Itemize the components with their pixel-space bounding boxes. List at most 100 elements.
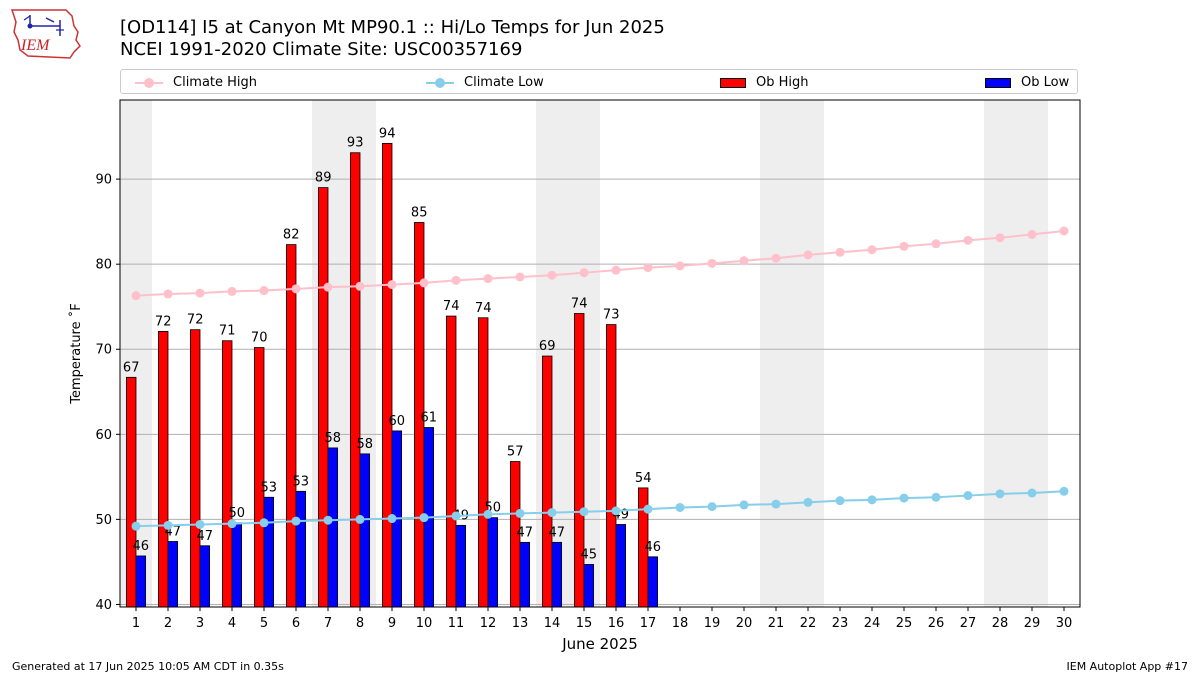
climate-high-point [515, 272, 525, 282]
ob-high-label: 54 [635, 471, 652, 486]
climate-low-point [387, 514, 397, 524]
x-tick-label: 20 [736, 616, 753, 631]
climate-high-point [995, 233, 1005, 243]
x-tick-label: 14 [544, 616, 561, 631]
climate-low-point [1059, 486, 1069, 496]
ob-low-label: 47 [197, 529, 214, 544]
ob-low-bar [359, 453, 371, 608]
ob-high-label: 85 [411, 205, 428, 220]
ob-high-bar [126, 376, 137, 608]
climate-low-point [515, 508, 525, 518]
climate-low-point [739, 500, 749, 510]
iem-logo: IEM [10, 9, 81, 59]
x-tick-label: 24 [864, 616, 881, 631]
legend-marker-climate-low [426, 77, 454, 89]
ob-high-label: 74 [571, 297, 588, 312]
ob-high-bar [477, 317, 489, 608]
ob-high-label: 72 [155, 314, 172, 329]
legend: Climate High Climate Low Ob High Ob Low [120, 69, 1078, 94]
legend-label-ob-low: Ob Low [1021, 75, 1070, 90]
ob-low-label: 60 [389, 414, 406, 429]
ob-high-bar [221, 340, 233, 608]
ob-high-label: 72 [187, 313, 204, 328]
x-tick-label: 15 [576, 616, 593, 631]
climate-low-point [579, 507, 589, 517]
y-tick-label: 50 [95, 513, 112, 528]
climate-low-point [1027, 488, 1037, 498]
ob-high-bar [189, 329, 201, 608]
x-tick-label: 4 [228, 616, 236, 631]
climate-low-line [135, 490, 1065, 528]
climate-low-point [547, 508, 557, 518]
climate-low-point [323, 515, 333, 525]
ob-high-label: 93 [347, 136, 364, 151]
ob-high-label: 74 [443, 299, 460, 314]
ob-low-bar [551, 541, 563, 608]
weekend-shade [792, 100, 824, 607]
ob-high-label: 69 [539, 339, 556, 354]
x-tick-label: 8 [356, 616, 364, 631]
y-axis-label: Temperature ˚F [68, 303, 84, 404]
ob-high-label: 89 [315, 171, 332, 186]
x-tick-label: 9 [388, 616, 396, 631]
ob-low-bar [519, 541, 531, 608]
ob-high-bar [574, 313, 585, 608]
climate-low-point [451, 511, 461, 521]
climate-high-point [419, 278, 429, 288]
climate-high-point [675, 261, 685, 271]
x-tick-label: 28 [992, 616, 1009, 631]
ob-low-bar [583, 564, 595, 608]
x-tick-label: 26 [928, 616, 945, 631]
climate-high-point [291, 284, 301, 294]
climate-high-point [131, 291, 141, 301]
climate-low-point [483, 509, 493, 519]
ob-high-bar [349, 152, 361, 608]
ob-high-label: 67 [123, 360, 140, 375]
x-tick-label: 23 [832, 616, 849, 631]
climate-high-point [547, 270, 557, 280]
climate-low-point [963, 491, 973, 501]
x-tick-label: 22 [800, 616, 817, 631]
ob-low-label: 53 [293, 474, 310, 489]
plot-frame [119, 99, 1081, 608]
legend-swatch-ob-low [985, 77, 1011, 88]
climate-high-point [803, 250, 813, 260]
logo-text: IEM [20, 37, 51, 54]
x-tick-label: 25 [896, 616, 913, 631]
ob-low-bar [615, 524, 627, 608]
x-tick-label: 27 [960, 616, 977, 631]
climate-high-point [387, 280, 397, 290]
x-axis-label: June 2025 [561, 635, 638, 653]
climate-high-point [739, 256, 749, 266]
ob-low-label: 47 [549, 525, 566, 540]
climate-low-point [803, 497, 813, 507]
x-tick-label: 5 [260, 616, 268, 631]
legend-marker-climate-high [135, 77, 163, 89]
y-tick-label: 70 [95, 343, 112, 358]
climate-high-point [963, 235, 973, 245]
chart-title: [OD114] I5 at Canyon Mt MP90.1 :: Hi/Lo … [120, 17, 665, 38]
y-tick-label: 90 [95, 173, 112, 188]
ob-high-bar [157, 330, 169, 608]
legend-item-climate-high: Climate High [135, 70, 257, 95]
legend-item-ob-high: Ob High [720, 70, 809, 95]
climate-low-point [771, 499, 781, 509]
x-tick-label: 11 [448, 616, 465, 631]
x-tick-label: 30 [1056, 616, 1073, 631]
y-tick-label: 60 [95, 428, 112, 443]
ob-high-label: 94 [379, 126, 396, 141]
ob-low-bar [135, 555, 147, 608]
climate-low-point [835, 496, 845, 506]
climate-low-point [163, 520, 173, 530]
climate-high-point [643, 263, 653, 273]
y-tick-label: 40 [95, 598, 112, 613]
climate-low-point [611, 506, 621, 516]
ob-high-label: 71 [219, 324, 236, 339]
climate-high-point [259, 286, 269, 296]
climate-high-line [135, 230, 1065, 297]
weekend-shade [1016, 100, 1048, 607]
climate-high-point [323, 282, 333, 292]
ob-high-bar [317, 187, 329, 608]
ob-low-label: 47 [517, 525, 534, 540]
